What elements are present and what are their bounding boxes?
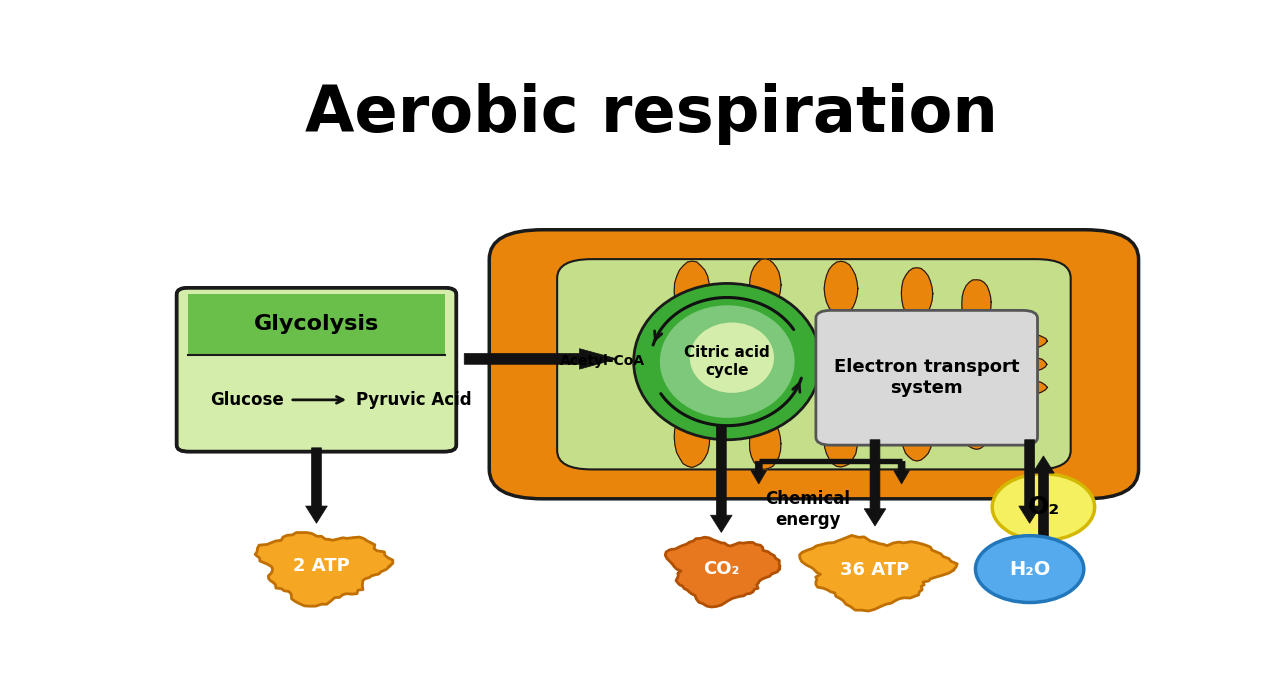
Text: Aerobic respiration: Aerobic respiration [305,83,998,145]
Polygon shape [962,404,991,449]
Polygon shape [901,410,933,461]
Polygon shape [1019,440,1041,524]
Text: 36 ATP: 36 ATP [840,561,910,579]
FancyBboxPatch shape [489,230,1139,499]
Polygon shape [962,280,991,325]
Polygon shape [864,440,886,526]
Polygon shape [750,417,780,469]
Polygon shape [894,461,910,484]
Text: O₂: O₂ [1027,495,1060,519]
Ellipse shape [690,323,774,393]
Text: Pyruvic Acid: Pyruvic Acid [356,391,472,409]
Polygon shape [824,414,858,467]
Polygon shape [464,349,616,369]
Polygon shape [824,261,858,316]
Text: CO₂: CO₂ [703,560,740,578]
FancyBboxPatch shape [177,288,456,452]
Polygon shape [901,267,933,319]
Text: 2 ATP: 2 ATP [294,557,350,575]
Text: Electron transport
system: Electron transport system [834,358,1019,397]
Polygon shape [674,408,709,468]
Polygon shape [188,294,445,355]
FancyBboxPatch shape [816,310,1037,445]
Polygon shape [1032,456,1054,543]
Ellipse shape [660,305,794,418]
Polygon shape [305,448,328,524]
Polygon shape [710,426,732,533]
Polygon shape [972,331,1047,351]
Polygon shape [674,261,710,321]
Text: Glucose: Glucose [210,391,283,409]
Text: Citric acid
cycle: Citric acid cycle [684,345,770,378]
Polygon shape [750,259,782,311]
FancyBboxPatch shape [557,259,1070,470]
Polygon shape [799,536,957,611]
Text: Glycolysis: Glycolysis [254,314,379,335]
Text: Chemical
energy: Chemical energy [765,491,850,529]
Polygon shape [255,533,393,606]
Polygon shape [972,378,1047,397]
Polygon shape [751,461,766,484]
Text: Acetyl-CoA: Acetyl-CoA [561,354,646,368]
Ellipse shape [975,536,1084,603]
Polygon shape [971,354,1047,374]
Ellipse shape [634,284,821,440]
Ellipse shape [993,474,1094,540]
Polygon shape [665,537,780,607]
Text: H₂O: H₂O [1009,559,1050,579]
